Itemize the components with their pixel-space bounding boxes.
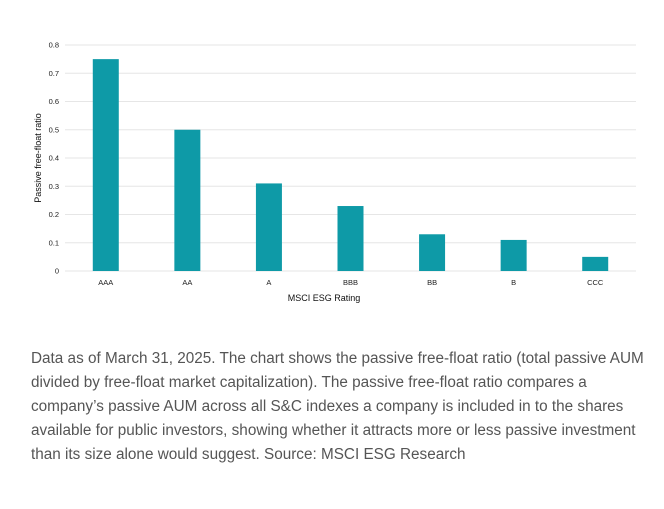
x-tick-label: AAA [98,278,113,287]
y-axis-ticks: 0 0.1 0.2 0.3 0.4 0.5 0.6 0.7 0.8 [49,41,59,276]
bars [92,59,609,271]
x-tick-label: BB [427,278,437,287]
x-tick-label: A [266,278,271,287]
x-tick-label: BBB [343,278,358,287]
y-tick-label: 0.2 [49,210,59,219]
x-tick-label: B [511,278,516,287]
x-axis-ticks: AAA AA A BBB BB B CCC [98,278,604,287]
chart-caption: Data as of March 31, 2025. The chart sho… [31,350,644,463]
y-axis-title: Passive free-float ratio [33,113,43,203]
y-tick-label: 0.8 [49,41,59,50]
bar-b [500,239,527,271]
x-tick-label: AA [182,278,192,287]
bar-bb [419,234,446,271]
y-tick-label: 0 [55,267,59,276]
bar-a [255,183,282,271]
bar-aa [174,129,201,271]
gridlines [65,44,636,272]
y-tick-label: 0.5 [49,125,59,134]
y-tick-label: 0.1 [49,238,59,247]
bar-chart: 00.10.20.30.40.50.60.70.8 AAA AA A BBB BB B CC… [33,41,636,303]
bar-bbb [337,206,364,271]
bar-ccc [582,256,609,271]
y-tick-label: 0.4 [49,154,59,163]
y-tick-label: 0.7 [49,69,59,78]
x-tick-label: CCC [587,278,604,287]
bar-aaa [92,59,119,271]
y-tick-label: 0.6 [49,97,59,106]
x-axis-title: MSCI ESG Rating [288,293,361,303]
y-tick-label: 0.3 [49,182,59,191]
